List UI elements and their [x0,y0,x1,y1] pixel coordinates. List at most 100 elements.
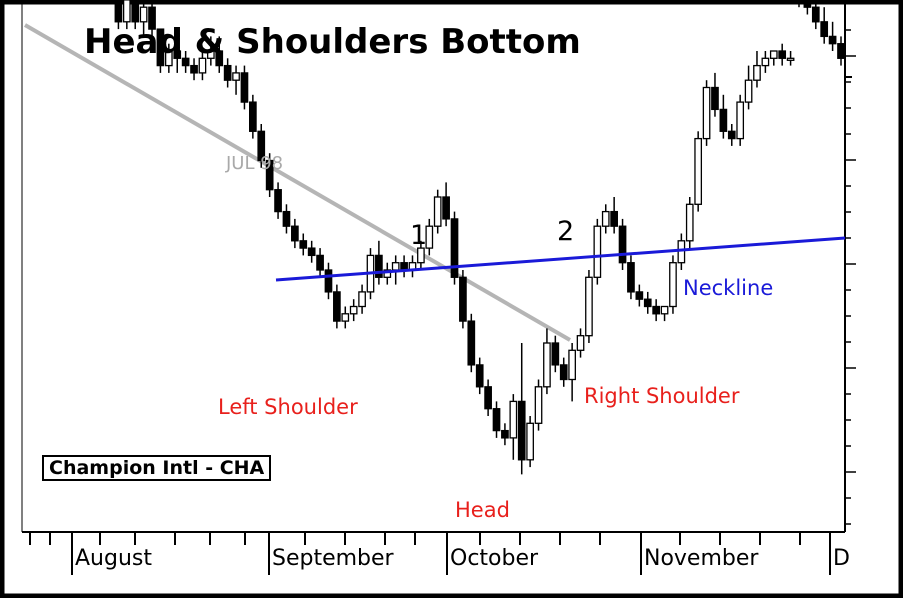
candle-body [417,247,425,264]
candle-body [291,225,299,242]
trendline [23,23,572,342]
candle-body [702,86,711,140]
candle-body [206,50,215,59]
x-axis-ticks [29,532,831,575]
point-2-label: 2 [557,216,575,247]
x-tick-label: September [272,546,394,571]
trendline-label: JUL 98 [226,153,284,174]
y-axis-ticks [845,29,856,525]
candle-body [375,254,383,278]
candle-body [803,0,812,8]
candle-body [585,276,593,337]
candle-body [711,86,719,111]
candle-body [349,305,358,315]
candle-body [265,159,274,191]
candle-body [576,335,585,351]
candle-body [257,130,266,162]
candle-body [786,57,795,61]
candle-body [475,364,484,388]
candle-body [761,57,770,67]
candle-body [181,57,190,67]
candle-body [685,203,694,242]
candle-body [459,276,467,322]
candle-body [669,262,677,308]
candle-body [753,64,761,81]
candle-body [610,210,618,227]
candle-body [652,305,661,315]
candle-body [232,72,240,81]
candle-body [534,386,543,424]
candle-body [559,364,568,381]
candle-body [719,108,728,132]
candle-body [433,196,442,227]
candle-body [643,298,652,308]
x-tick-label: August [75,546,152,571]
candle-body [307,247,316,257]
candle-body [568,349,576,381]
candle-body [450,218,459,278]
stock-label: Champion Intl - CHA [42,455,272,481]
candle-body [484,386,492,410]
chart-title: Head & Shoulders Bottom [84,22,581,62]
candle-body [240,72,249,103]
candle-body [139,6,148,23]
candle-body [694,137,703,205]
candle-body [769,50,778,59]
x-tick-label: D [833,546,850,571]
candle-body [215,50,224,67]
candle-body [593,225,602,278]
head-label: Head [455,498,510,522]
candle-body [223,64,232,81]
candle-body [442,196,450,220]
candle-body [198,57,207,74]
candle-body [635,291,644,300]
candle-body [156,28,165,67]
candle-body [727,130,736,140]
candle-body [543,342,551,388]
candle-body [820,21,829,38]
candle-body [778,50,787,59]
candle-body [627,262,635,293]
candle-body [333,291,341,322]
candle-body [173,50,182,59]
point-1-label: 1 [410,220,428,251]
candle-body [148,6,156,30]
candle-body [131,0,140,23]
candle-body [526,422,534,461]
right-shoulder-label: Right Shoulder [584,384,740,408]
candle-body [164,50,173,67]
neckline-line [275,236,846,282]
candle-body [324,269,333,293]
candle-body [190,64,198,74]
candle-body [299,240,308,249]
x-tick-label: October [450,546,539,571]
candle-body [551,342,560,366]
candle-body [383,269,392,278]
candle-body [467,320,476,366]
candle-body [282,210,291,227]
x-tick-label: November [644,546,759,571]
candle-body [501,429,509,439]
candle-body [618,225,627,264]
candle-body [601,210,610,227]
candle-body [274,189,282,213]
candle-body [425,225,434,249]
candle-body [316,254,324,271]
candle-body [122,0,131,23]
candle-body [736,101,745,140]
candle-body [249,101,257,132]
candle-body [358,291,366,308]
neckline-label: Neckline [683,276,774,300]
candle-body [114,0,123,23]
candle-body [341,313,350,322]
candle-body [744,79,753,103]
left-shoulder-label: Left Shoulder [218,395,358,419]
candle-body [492,408,501,432]
candle-body [391,262,400,271]
candle-body [660,305,669,315]
candle-body [677,240,686,264]
candle-body [517,400,526,461]
candle-body [811,6,820,23]
